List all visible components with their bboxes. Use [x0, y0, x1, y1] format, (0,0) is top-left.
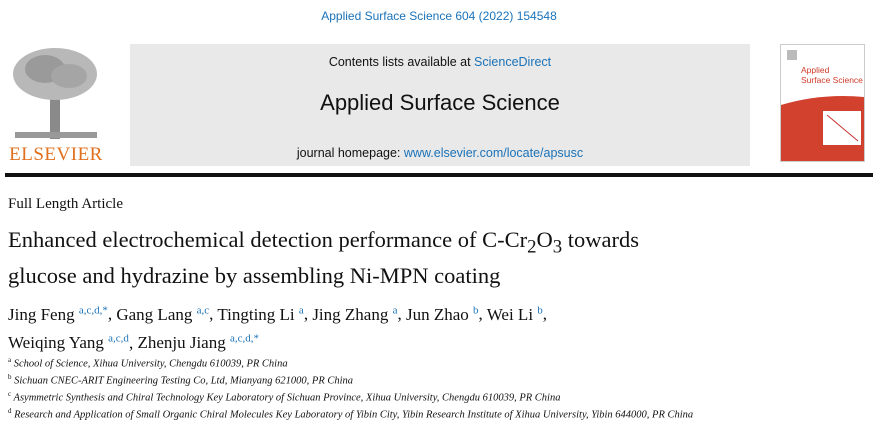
article-type: Full Length Article [8, 196, 123, 212]
author[interactable]: Gang Lang a,c [116, 304, 210, 324]
article-title: Enhanced electrochemical detection perfo… [8, 227, 639, 288]
publisher-name: ELSEVIER [9, 144, 103, 165]
affiliations: a School of Science, Xihua University, C… [8, 354, 693, 422]
affiliation: c Asymmetric Synthesis and Chiral Techno… [8, 390, 561, 404]
author[interactable]: Jun Zhao b [405, 304, 479, 324]
cover-title-2: Surface Science [801, 75, 863, 85]
contents-availability: Contents lists available at ScienceDirec… [130, 55, 750, 69]
header-rule [5, 173, 873, 177]
author[interactable]: Zhenju Jiang a,c,d,* [137, 332, 259, 353]
author[interactable]: Jing Feng a,c,d,* [8, 304, 108, 324]
journal-header-band [130, 44, 750, 166]
avail-text: Contents lists available at [328, 55, 475, 69]
sciencedirect-link[interactable]: ScienceDirect [474, 55, 552, 69]
affiliation: d Research and Application of Small Orga… [8, 407, 694, 421]
author[interactable]: Jing Zhang a [312, 304, 398, 324]
author[interactable]: Tingting Li a [217, 304, 304, 324]
affiliation: b Sichuan CNEC-ARIT Engineering Testing … [8, 373, 354, 387]
journal-cover-image[interactable]: Applied Surface Science [780, 44, 865, 162]
cover-title: Applied [801, 65, 830, 75]
author[interactable]: Weiqing Yang a,c,d [8, 332, 129, 353]
homepage-link[interactable]: www.elsevier.com/locate/apsusc [403, 146, 584, 160]
journal-title: Applied Surface Science [320, 90, 560, 115]
author-list: Jing Feng a,c,d,*, Gang Lang a,c, Tingti… [8, 304, 548, 353]
journal-homepage: journal homepage: www.elsevier.com/locat… [130, 146, 750, 160]
elsevier-logo[interactable] [5, 44, 107, 166]
affiliation: a School of Science, Xihua University, C… [8, 356, 288, 370]
author[interactable]: Wei Li b [486, 304, 543, 324]
journal-reference[interactable]: Applied Surface Science 604 (2022) 15454… [321, 9, 557, 23]
homepage-label: journal homepage: [296, 146, 404, 160]
